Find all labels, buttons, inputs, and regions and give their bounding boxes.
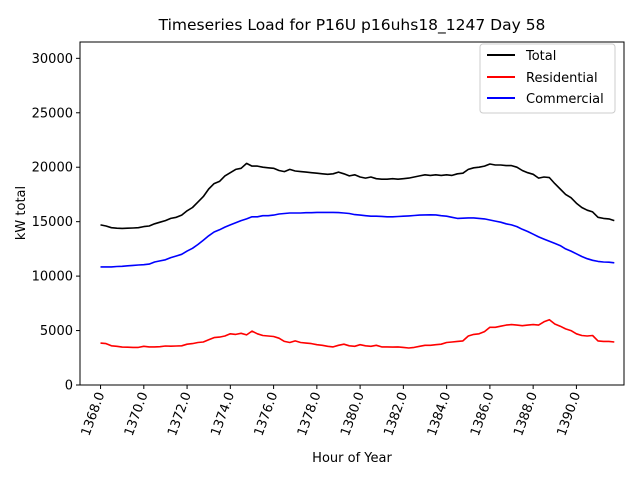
- y-tick-label: 0: [65, 379, 73, 394]
- y-tick-label: 15000: [32, 215, 73, 230]
- y-tick-label: 25000: [32, 106, 73, 121]
- legend-box: [479, 43, 616, 114]
- y-axis-ticks: 0 5000 10000 15000 20000 25000 30000: [32, 52, 80, 394]
- legend: Total Residential Commercial: [479, 43, 616, 114]
- y-axis-label: kW total: [14, 186, 29, 240]
- y-tick-label: 10000: [32, 270, 73, 285]
- series-line-commercial: [100, 211, 615, 268]
- series-line-total: [100, 162, 615, 230]
- series-layer: [100, 162, 615, 349]
- x-axis-label: Hour of Year: [312, 451, 392, 466]
- legend-label-commercial: Commercial: [526, 92, 604, 107]
- y-tick-label: 5000: [40, 324, 73, 339]
- legend-label-residential: Residential: [526, 71, 598, 86]
- chart-title: Timeseries Load for P16U p16uhs18_1247 D…: [158, 16, 546, 35]
- y-tick-label: 20000: [32, 161, 73, 176]
- plot-frame: [79, 41, 625, 386]
- series-line-residential: [100, 318, 615, 349]
- y-tick-label: 30000: [32, 52, 73, 67]
- legend-label-total: Total: [525, 49, 556, 64]
